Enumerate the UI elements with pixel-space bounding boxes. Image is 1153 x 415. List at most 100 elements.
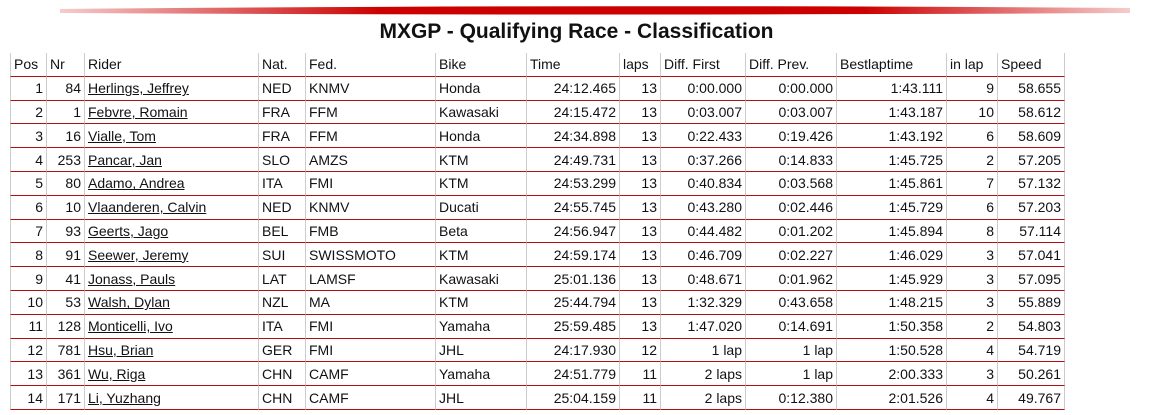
table-cell: LAMSF [306, 267, 436, 291]
table-cell: 13 [620, 76, 661, 101]
table-row: 7 93 Geerts, Jago BEL FMB Beta 24:56.947 13 0:44… [10, 219, 1065, 244]
table-cell: 24:59.174 [527, 243, 620, 268]
column-header: Bestlaptime [837, 53, 947, 77]
rider-link[interactable]: Pancar, Jan [88, 151, 162, 168]
table-cell: 0:01.962 [746, 267, 837, 291]
table-cell: 3 [947, 267, 998, 291]
table-cell: 1:45.861 [837, 171, 947, 196]
table-cell: 3 [947, 243, 998, 268]
table-cell: 0:00.000 [661, 76, 746, 101]
table-cell: 0:12.380 [746, 386, 837, 410]
rider-link[interactable]: Seewer, Jeremy [88, 246, 189, 263]
column-header: Bike [436, 53, 527, 77]
rider-cell: Herlings, Jeffrey [85, 76, 259, 101]
table-cell: 1:50.358 [837, 314, 947, 339]
table-cell: 58.609 [998, 124, 1065, 149]
column-header: Diff. First [661, 53, 746, 77]
column-header: Time [527, 53, 620, 77]
table-cell: 11 [10, 314, 47, 339]
table-cell: 57.132 [998, 171, 1065, 196]
rider-link[interactable]: Febvre, Romain [88, 103, 188, 120]
column-header: in lap [947, 53, 998, 77]
table-cell: 58.655 [998, 76, 1065, 101]
table-cell: Honda [436, 76, 527, 101]
table-cell: 12 [620, 338, 661, 363]
table-cell: NED [259, 76, 306, 101]
table-cell: 2:01.526 [837, 386, 947, 410]
table-cell: AMZS [306, 148, 436, 172]
rider-link[interactable]: Li, Yuzhang [88, 389, 161, 406]
column-header: Nr [47, 53, 85, 77]
title: MXGP - Qualifying Race - Classification [379, 20, 774, 43]
rider-link[interactable]: Herlings, Jeffrey [88, 80, 189, 97]
table-cell: KTM [436, 171, 527, 196]
table-cell: 2 [10, 100, 47, 125]
table-row: 12 781 Hsu, Brian GER FMI JHL 24:17.930 12 1 lap… [10, 338, 1065, 363]
table-cell: 57.095 [998, 267, 1065, 291]
table-cell: 49.767 [998, 386, 1065, 410]
table-cell: 13 [620, 100, 661, 125]
rider-link[interactable]: Vialle, Tom [88, 127, 156, 144]
table-cell: 14 [10, 386, 47, 410]
table-cell: 6 [947, 195, 998, 220]
table-row: 11 128 Monticelli, Ivo ITA FMI Yamaha 25:59.48… [10, 314, 1065, 339]
table-cell: ITA [259, 314, 306, 339]
table-row: 6 10 Vlaanderen, Calvin NED KNMV Ducati 24:55.… [10, 195, 1065, 220]
rider-link[interactable]: Adamo, Andrea [88, 175, 185, 192]
table-cell: FMB [306, 219, 436, 244]
rider-link[interactable]: Wu, Riga [88, 365, 146, 382]
table-cell: 0:14.691 [746, 314, 837, 339]
column-header: Pos [10, 53, 47, 77]
brush-stroke [60, 6, 1130, 15]
rider-link[interactable]: Geerts, Jago [88, 222, 169, 239]
table-cell: 128 [47, 314, 85, 339]
table-cell: 41 [47, 267, 85, 291]
rider-cell: Geerts, Jago [85, 219, 259, 244]
table-cell: 0:43.280 [661, 195, 746, 220]
rider-cell: Vialle, Tom [85, 124, 259, 149]
rider-cell: Febvre, Romain [85, 100, 259, 125]
table-cell: KTM [436, 148, 527, 172]
table-cell: KTM [436, 243, 527, 268]
table-cell: Beta [436, 219, 527, 244]
table-row: 8 91 Seewer, Jeremy SUI SWISSMOTO KTM 24:59.17… [10, 243, 1065, 268]
column-header: Speed [998, 53, 1065, 77]
table-cell: CHN [259, 362, 306, 387]
table-cell: 171 [47, 386, 85, 410]
table-cell: LAT [259, 267, 306, 291]
table-cell: 0:19.426 [746, 124, 837, 149]
table-cell: 0:01.202 [746, 219, 837, 244]
table-cell: 1:32.329 [661, 290, 746, 315]
rider-link[interactable]: Monticelli, Ivo [88, 318, 173, 335]
table-cell: SWISSMOTO [306, 243, 436, 268]
table-cell: 0:02.446 [746, 195, 837, 220]
table-cell: 1:43.187 [837, 100, 947, 125]
table-cell: MA [306, 290, 436, 315]
table-cell: KNMV [306, 76, 436, 101]
table-cell: 55.889 [998, 290, 1065, 315]
table-row: 4 253 Pancar, Jan SLO AMZS KTM 24:49.731 13 0:37… [10, 148, 1065, 172]
table-cell: 0:46.709 [661, 243, 746, 268]
table-cell: 1 [10, 76, 47, 101]
table-cell: 13 [10, 362, 47, 387]
table-row: 13 361 Wu, Riga CHN CAMF Yamaha 24:51.779 11 2 l… [10, 362, 1065, 387]
table-cell: FFM [306, 100, 436, 125]
table-cell: 10 [947, 100, 998, 125]
table-cell: 13 [620, 195, 661, 220]
rider-cell: Walsh, Dylan [85, 290, 259, 315]
table-cell: 0:43.658 [746, 290, 837, 315]
rider-link[interactable]: Walsh, Dylan [88, 294, 170, 311]
table-cell: 57.205 [998, 148, 1065, 172]
table-cell: Yamaha [436, 362, 527, 387]
rider-link[interactable]: Jonass, Pauls [88, 270, 176, 287]
rider-link[interactable]: Hsu, Brian [88, 341, 154, 358]
table-cell: 781 [47, 338, 85, 363]
table-cell: 54.719 [998, 338, 1065, 363]
rider-cell: Monticelli, Ivo [85, 314, 259, 339]
table-cell: 13 [620, 171, 661, 196]
table-cell: JHL [436, 338, 527, 363]
rider-link[interactable]: Vlaanderen, Calvin [88, 199, 207, 216]
table-cell: KTM [436, 290, 527, 315]
table-cell: 1:43.192 [837, 124, 947, 149]
